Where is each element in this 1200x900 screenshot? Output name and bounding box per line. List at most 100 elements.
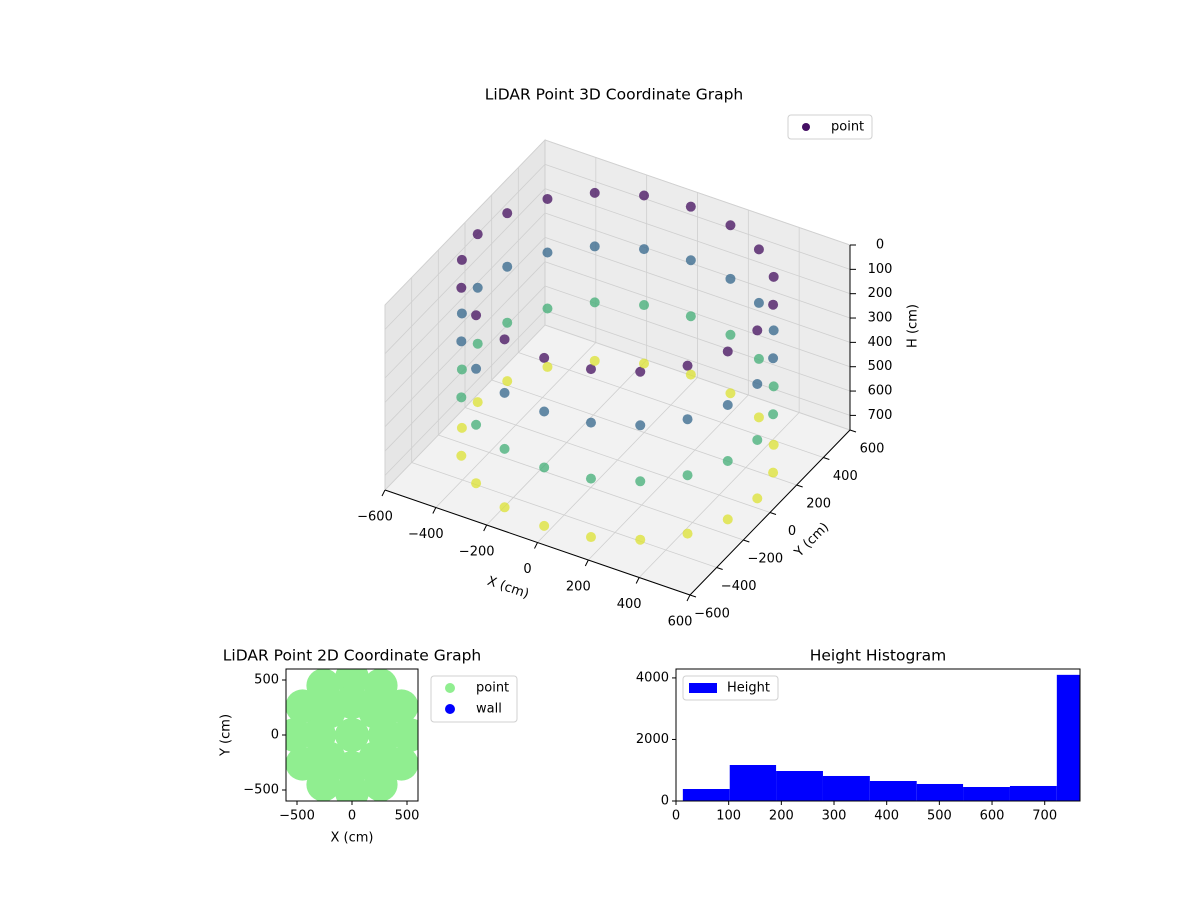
bar xyxy=(916,783,964,801)
point xyxy=(306,669,341,703)
x-tick-label: 0 xyxy=(348,809,356,824)
point xyxy=(753,412,764,423)
plot-area xyxy=(286,669,418,801)
point xyxy=(472,338,483,349)
x-tick-label: 500 xyxy=(927,809,952,824)
point xyxy=(471,363,482,374)
point xyxy=(639,244,650,255)
x-tick-label: 700 xyxy=(1032,809,1057,824)
point xyxy=(639,358,650,369)
point xyxy=(456,422,467,433)
point xyxy=(286,689,320,724)
point xyxy=(639,190,650,201)
point xyxy=(752,325,763,336)
point xyxy=(471,310,482,321)
tick-mark xyxy=(769,512,777,515)
z-tick-label: 300 xyxy=(868,311,893,326)
point xyxy=(502,376,513,387)
point xyxy=(753,244,764,255)
point xyxy=(499,502,510,513)
y-tick-label: 2000 xyxy=(636,732,669,747)
y-tick-label: 4000 xyxy=(636,670,669,685)
point xyxy=(639,300,650,311)
point xyxy=(539,352,550,363)
legend-label: wall xyxy=(476,702,502,717)
legend-swatch xyxy=(689,683,717,693)
chart-title: Height Histogram xyxy=(810,647,947,665)
point xyxy=(725,220,736,231)
point xyxy=(456,282,467,293)
point xyxy=(335,718,369,752)
point xyxy=(363,669,398,703)
y-tick-label: 0 xyxy=(661,794,669,809)
point xyxy=(768,271,779,282)
bar xyxy=(729,765,777,801)
point xyxy=(682,360,693,371)
point xyxy=(456,308,467,319)
point xyxy=(685,369,696,380)
bar xyxy=(776,771,823,801)
point xyxy=(585,473,596,484)
point xyxy=(499,334,510,345)
point xyxy=(542,303,553,314)
point xyxy=(456,450,467,461)
point xyxy=(768,299,779,310)
point xyxy=(502,208,513,219)
grid-line xyxy=(384,139,546,306)
legend-marker xyxy=(445,704,455,714)
plot-area xyxy=(682,674,1080,801)
chart-title: LiDAR Point 3D Coordinate Graph xyxy=(485,86,743,104)
grid-line xyxy=(384,188,546,354)
tick-mark xyxy=(823,457,830,460)
point xyxy=(539,520,550,531)
z-axis-label: H (cm) xyxy=(906,304,921,348)
y-tick-label: 400 xyxy=(833,469,858,484)
y-axis-line xyxy=(689,429,851,596)
point xyxy=(502,317,513,328)
point xyxy=(635,534,646,545)
tick-mark xyxy=(432,507,437,514)
point xyxy=(472,397,483,408)
grid-line xyxy=(464,407,771,513)
point xyxy=(542,193,553,204)
y-tick-label: 600 xyxy=(860,442,885,457)
y-tick-label: −400 xyxy=(721,579,757,594)
z-tick-label: 700 xyxy=(868,408,893,423)
grid-line xyxy=(384,237,546,403)
point xyxy=(306,767,341,801)
x-tick-label: −200 xyxy=(459,545,495,560)
z-tick-label: 500 xyxy=(868,359,893,374)
point xyxy=(542,361,553,372)
point xyxy=(752,493,763,504)
point xyxy=(589,187,600,198)
point xyxy=(753,353,764,364)
point xyxy=(384,746,418,781)
x-tick-label: 300 xyxy=(822,809,847,824)
point xyxy=(585,364,596,375)
point xyxy=(722,346,733,357)
legend-marker xyxy=(802,123,810,131)
point xyxy=(635,366,646,377)
grid-line xyxy=(544,236,851,343)
grid-line xyxy=(544,324,851,431)
y-tick-label: 200 xyxy=(806,497,831,512)
bar xyxy=(682,789,730,801)
x-tick-label: −500 xyxy=(279,809,315,824)
x-tick-label: 600 xyxy=(980,809,1005,824)
bar xyxy=(1056,674,1080,801)
x-tick-label: 200 xyxy=(566,580,591,595)
bar xyxy=(869,781,917,801)
tick-mark xyxy=(689,594,697,598)
point xyxy=(722,399,733,410)
point xyxy=(542,247,553,258)
tick-mark xyxy=(534,542,538,549)
x-tick-label: 200 xyxy=(769,809,794,824)
point xyxy=(768,325,779,336)
point xyxy=(635,420,646,431)
chart-title: LiDAR Point 2D Coordinate Graph xyxy=(223,647,481,665)
x-tick-label: 600 xyxy=(668,615,693,630)
point xyxy=(363,767,398,801)
legend-box xyxy=(787,114,873,140)
grid-line xyxy=(411,462,717,568)
point xyxy=(635,476,646,487)
